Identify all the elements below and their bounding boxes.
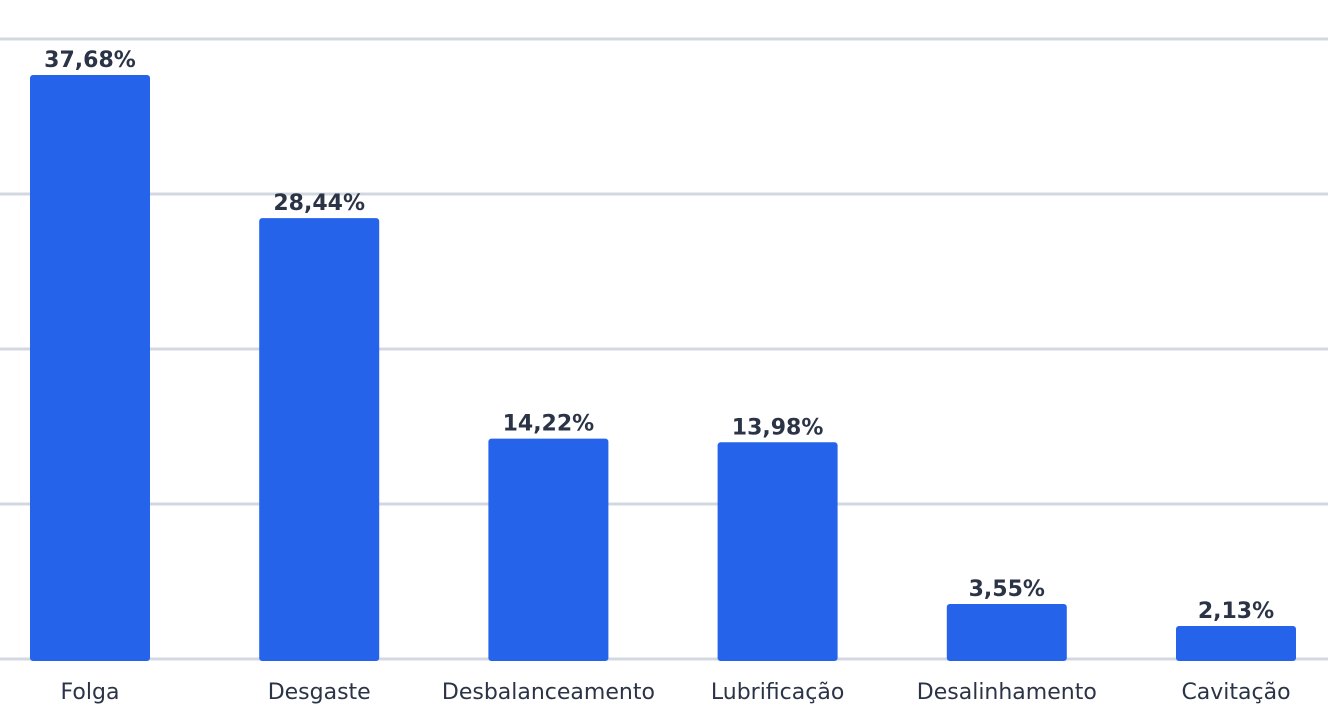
bars-group <box>30 74 1296 661</box>
bar-6 <box>1176 625 1296 661</box>
category-label: Lubrificação <box>711 680 844 705</box>
data-label: 37,68% <box>44 48 136 73</box>
value-labels-group: 37,68% 28,44% 14,22% 13,98% 3,55% 2,13% <box>44 48 1274 624</box>
category-label: Desgaste <box>268 680 371 705</box>
category-label: Cavitação <box>1181 680 1290 705</box>
bar-3 <box>488 438 609 661</box>
bar-5 <box>946 603 1067 661</box>
category-label: Desalinhamento <box>917 680 1097 705</box>
bar-1 <box>30 74 150 661</box>
data-label: 3,55% <box>969 577 1045 602</box>
bar-2 <box>259 218 380 661</box>
data-label: 14,22% <box>503 412 595 437</box>
category-label: Folga <box>61 680 120 705</box>
data-label: 13,98% <box>732 415 824 440</box>
grid-lines <box>0 37 1328 661</box>
category-label: Desbalanceamento <box>442 680 655 705</box>
data-label: 2,13% <box>1198 599 1274 624</box>
category-labels-group: Folga Desgaste Desbalanceamento Lubrificaçã… <box>61 680 1291 705</box>
data-label: 28,44% <box>273 191 365 216</box>
bar-4 <box>717 442 838 661</box>
